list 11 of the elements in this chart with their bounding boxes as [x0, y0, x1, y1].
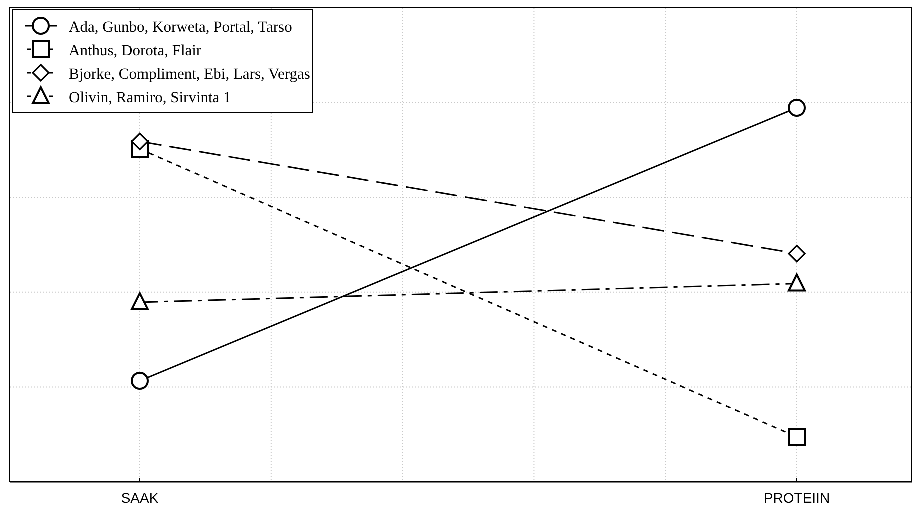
- legend-label: Ada, Gunbo, Korweta, Portal, Tarso: [69, 19, 293, 36]
- point: [788, 245, 806, 263]
- point: [131, 132, 149, 150]
- x-tick-label: PROTEIIN: [764, 490, 830, 506]
- x-tick-label: SAAK: [121, 490, 160, 506]
- legend-label: Anthus, Dorota, Flair: [69, 42, 202, 60]
- legend-label: Bjorke, Compliment, Ebi, Lars, Vergas: [69, 66, 310, 83]
- point: [788, 428, 806, 446]
- legend-label: Olivin, Ramiro, Sirvinta 1: [69, 90, 232, 106]
- point: [131, 372, 149, 390]
- point: [788, 99, 806, 117]
